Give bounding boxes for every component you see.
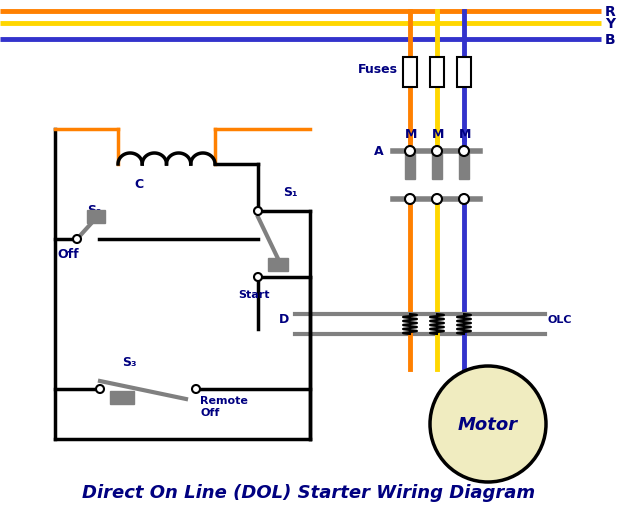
Bar (403, 58, 417, 88)
Circle shape (405, 194, 415, 205)
Text: B: B (605, 33, 616, 47)
Circle shape (405, 147, 415, 157)
Text: S₃: S₃ (122, 356, 136, 368)
Bar (87, 211, 105, 224)
Text: S₂: S₂ (87, 204, 101, 217)
Circle shape (432, 194, 442, 205)
Bar (432, 154, 442, 180)
Bar (459, 154, 469, 180)
Circle shape (73, 235, 81, 243)
Bar (405, 154, 415, 180)
Bar (268, 259, 288, 272)
Text: Remote
Off: Remote Off (200, 395, 248, 417)
Text: A: A (374, 145, 384, 158)
Circle shape (459, 147, 469, 157)
Circle shape (430, 366, 546, 482)
Circle shape (459, 194, 469, 205)
Text: OLC: OLC (548, 315, 573, 324)
Text: M: M (405, 128, 417, 141)
Text: Start: Start (238, 289, 270, 299)
Bar (457, 58, 471, 88)
Circle shape (254, 208, 262, 216)
Circle shape (192, 385, 200, 393)
Bar (110, 391, 134, 404)
Text: M: M (459, 128, 471, 141)
Text: Off: Off (57, 247, 78, 261)
Text: Fuses: Fuses (358, 63, 398, 76)
Circle shape (254, 274, 262, 281)
Text: M: M (432, 128, 444, 141)
Text: Y: Y (605, 17, 615, 31)
Text: D: D (279, 313, 289, 325)
Text: C: C (134, 178, 143, 190)
Text: R: R (605, 5, 616, 19)
Circle shape (96, 385, 104, 393)
Text: Direct On Line (DOL) Starter Wiring Diagram: Direct On Line (DOL) Starter Wiring Diag… (82, 483, 535, 501)
Text: Motor: Motor (458, 415, 518, 433)
Circle shape (432, 147, 442, 157)
Bar (430, 58, 444, 88)
Text: S₁: S₁ (283, 186, 297, 198)
